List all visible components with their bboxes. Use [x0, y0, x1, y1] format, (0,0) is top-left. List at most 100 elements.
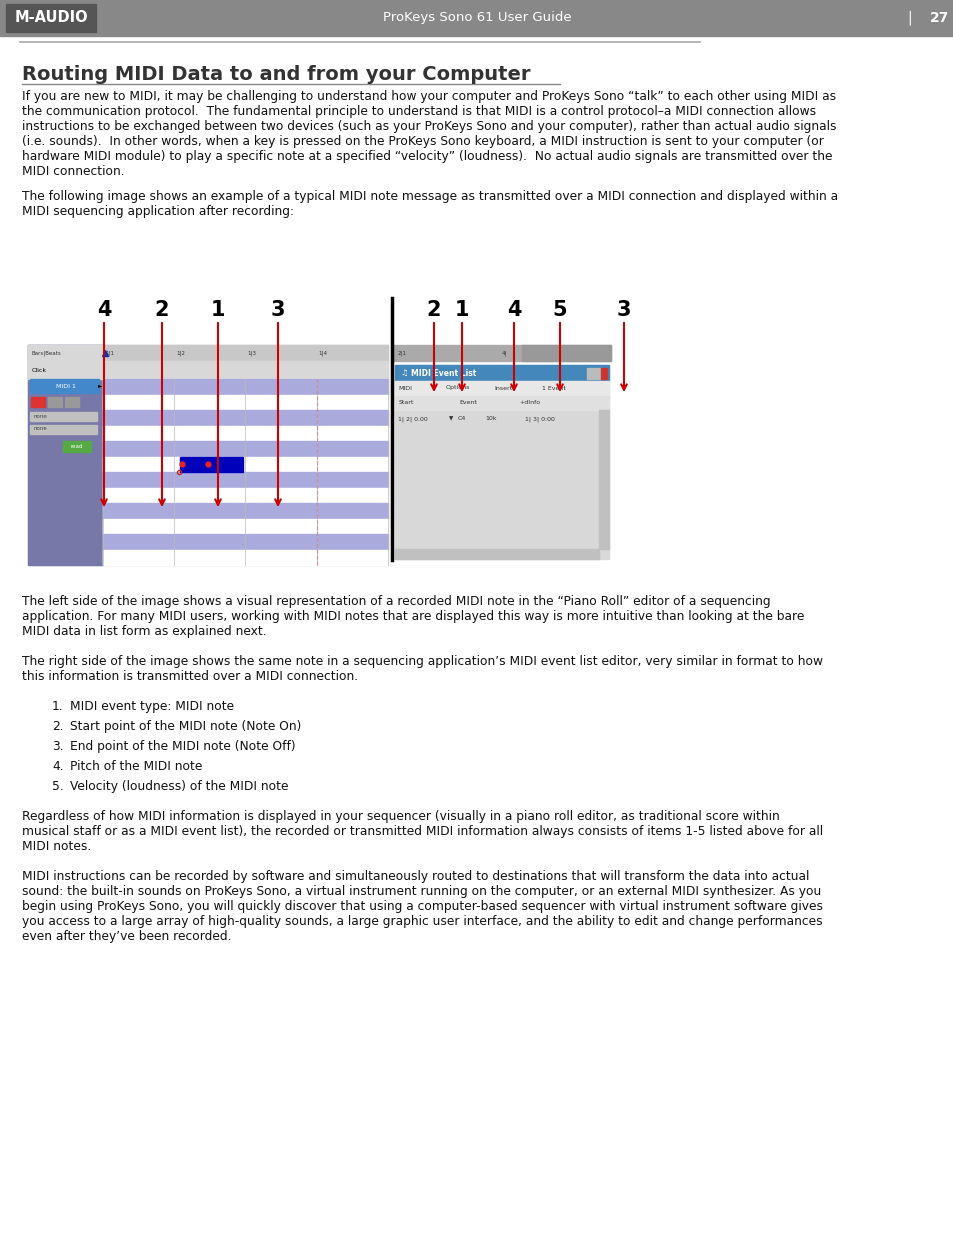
Bar — [28, 361, 388, 379]
Text: The right side of the image shows the same note in a sequencing application’s MI: The right side of the image shows the sa… — [22, 655, 822, 668]
Text: Start: Start — [398, 400, 414, 405]
Text: 5.: 5. — [52, 781, 64, 793]
Bar — [103, 410, 388, 426]
Text: 3: 3 — [616, 300, 631, 320]
Text: read: read — [71, 443, 83, 448]
Text: 2: 2 — [154, 300, 169, 320]
Bar — [103, 503, 388, 519]
Text: 4: 4 — [96, 300, 112, 320]
Text: none: none — [34, 426, 48, 431]
Bar — [30, 379, 99, 393]
Text: instructions to be exchanged between two devices (such as your ProKeys Sono and : instructions to be exchanged between two… — [22, 120, 836, 133]
Bar — [28, 345, 388, 361]
Text: +dInfo: +dInfo — [518, 400, 539, 405]
Text: ProKeys Sono 61 User Guide: ProKeys Sono 61 User Guide — [382, 11, 571, 25]
Bar — [103, 394, 388, 410]
Text: none: none — [34, 414, 48, 419]
Text: 1.: 1. — [52, 700, 64, 713]
Text: Regardless of how MIDI information is displayed in your sequencer (visually in a: Regardless of how MIDI information is di… — [22, 810, 779, 823]
Text: MIDI instructions can be recorded by software and simultaneously routed to desti: MIDI instructions can be recorded by sof… — [22, 869, 808, 883]
Bar — [600, 368, 606, 379]
Bar — [395, 366, 608, 559]
Bar — [30, 396, 45, 408]
Bar — [0, 0, 953, 36]
Text: Velocity (loudness) of the MIDI note: Velocity (loudness) of the MIDI note — [70, 781, 288, 793]
Text: this information is transmitted over a MIDI connection.: this information is transmitted over a M… — [22, 671, 357, 683]
Bar — [103, 472, 388, 488]
Text: 2.: 2. — [52, 720, 64, 734]
Text: the communication protocol.  The fundamental principle to understand is that MID: the communication protocol. The fundamen… — [22, 105, 815, 119]
Bar — [103, 550, 388, 564]
Text: 2|1: 2|1 — [397, 351, 407, 356]
Text: 1: 1 — [211, 300, 225, 320]
Bar — [180, 457, 242, 472]
Text: MIDI connection.: MIDI connection. — [22, 165, 125, 178]
Text: Routing MIDI Data to and from your Computer: Routing MIDI Data to and from your Compu… — [22, 65, 530, 84]
Text: (i.e. sounds).  In other words, when a key is pressed on the ProKeys Sono keyboa: (i.e. sounds). In other words, when a ke… — [22, 135, 823, 148]
Text: 1|1: 1|1 — [105, 351, 113, 356]
Text: even after they’ve been recorded.: even after they’ve been recorded. — [22, 930, 232, 944]
Bar — [395, 396, 608, 410]
Text: 4|: 4| — [501, 351, 507, 356]
Text: ♫: ♫ — [399, 368, 407, 378]
Bar — [48, 396, 62, 408]
Text: MIDI Event List: MIDI Event List — [411, 368, 476, 378]
Text: Options: Options — [446, 385, 470, 390]
Bar — [28, 345, 388, 564]
Text: you access to a large array of high-quality sounds, a large graphic user interfa: you access to a large array of high-qual… — [22, 915, 821, 927]
Text: Pitch of the MIDI note: Pitch of the MIDI note — [70, 760, 202, 773]
Bar — [521, 345, 610, 361]
Text: Start point of the MIDI note (Note On): Start point of the MIDI note (Note On) — [70, 720, 301, 734]
Bar — [28, 345, 103, 564]
Bar — [395, 550, 598, 559]
Text: 1|3: 1|3 — [247, 351, 256, 356]
Text: musical staff or as a MIDI event list), the recorded or transmitted MIDI informa: musical staff or as a MIDI event list), … — [22, 825, 822, 839]
Bar — [103, 519, 388, 534]
Text: 1 Event: 1 Event — [541, 385, 565, 390]
Bar — [103, 426, 388, 441]
Bar — [598, 410, 608, 550]
Text: sound: the built-in sounds on ProKeys Sono, a virtual instrument running on the : sound: the built-in sounds on ProKeys So… — [22, 885, 821, 898]
Bar — [586, 368, 593, 379]
Bar — [30, 425, 97, 433]
Text: The following image shows an example of a typical MIDI note message as transmitt: The following image shows an example of … — [22, 190, 838, 203]
Text: hardware MIDI module) to play a specific note at a specified “velocity” (loudnes: hardware MIDI module) to play a specific… — [22, 149, 832, 163]
Text: Bars|Beats: Bars|Beats — [32, 351, 62, 356]
Text: MIDI notes.: MIDI notes. — [22, 840, 91, 853]
Text: 3.: 3. — [52, 740, 64, 753]
Text: begin using ProKeys Sono, you will quickly discover that using a computer-based : begin using ProKeys Sono, you will quick… — [22, 900, 822, 913]
Bar — [63, 441, 91, 452]
Text: 5: 5 — [552, 300, 567, 320]
Bar — [103, 379, 388, 394]
Bar — [28, 345, 103, 361]
Bar — [6, 4, 96, 32]
Text: 4: 4 — [506, 300, 520, 320]
Text: C4: C4 — [457, 416, 466, 421]
Bar — [395, 366, 608, 382]
Text: 27: 27 — [929, 11, 948, 25]
Text: 4.: 4. — [52, 760, 64, 773]
Bar — [30, 412, 97, 421]
Text: 1|2: 1|2 — [176, 351, 185, 356]
Bar — [103, 379, 388, 564]
Text: M-AUDIO: M-AUDIO — [14, 11, 88, 26]
Text: MIDI event type: MIDI note: MIDI event type: MIDI note — [70, 700, 233, 713]
Bar — [395, 382, 608, 396]
Text: If you are new to MIDI, it may be challenging to understand how your computer an: If you are new to MIDI, it may be challe… — [22, 90, 835, 103]
Bar — [594, 368, 599, 379]
Text: End point of the MIDI note (Note Off): End point of the MIDI note (Note Off) — [70, 740, 295, 753]
Bar — [103, 488, 388, 503]
Text: The left side of the image shows a visual representation of a recorded MIDI note: The left side of the image shows a visua… — [22, 595, 770, 608]
Text: 1|4: 1|4 — [318, 351, 328, 356]
Bar — [103, 441, 388, 457]
Text: 1: 1 — [455, 300, 469, 320]
Text: |: | — [906, 11, 911, 25]
Text: ▼: ▼ — [449, 416, 453, 421]
Bar — [393, 345, 610, 361]
Text: MIDI: MIDI — [397, 385, 412, 390]
Text: MIDI sequencing application after recording:: MIDI sequencing application after record… — [22, 205, 294, 219]
Text: application. For many MIDI users, working with MIDI notes that are displayed thi: application. For many MIDI users, workin… — [22, 610, 803, 622]
Text: MIDI 1: MIDI 1 — [55, 384, 75, 389]
Text: Insert: Insert — [494, 385, 512, 390]
Bar — [65, 396, 79, 408]
